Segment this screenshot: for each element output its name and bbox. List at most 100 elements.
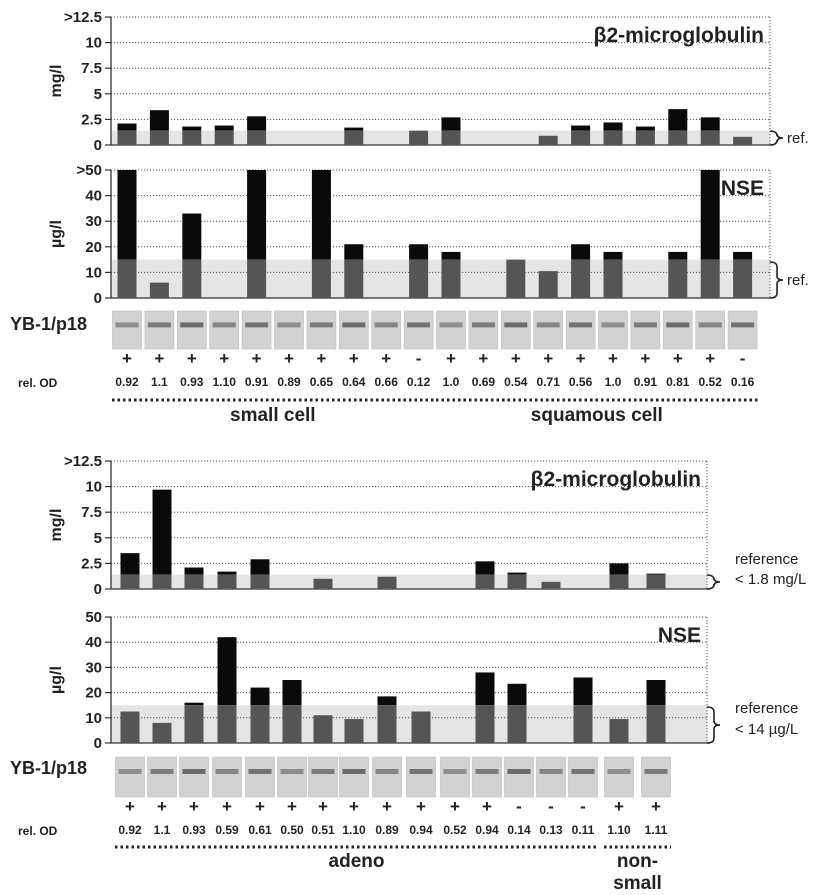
top-rel-od-value: 0.69 [472, 375, 496, 389]
top-b2m-bar [149, 130, 169, 145]
bottom-nse-bar-above-ref [250, 687, 270, 706]
top-blot-lane-bg [274, 310, 304, 350]
top-yb1-sign: + [543, 349, 553, 368]
top-blot-lane-bg [533, 310, 564, 350]
bottom-b2m-title: β2-microglobulin [531, 468, 701, 491]
top-blot-lane-bg [436, 310, 466, 350]
bottom-yb1-sign: + [482, 797, 492, 816]
bottom-blot-band [280, 769, 304, 774]
bottom-nse-bar-above-ref [377, 696, 397, 706]
bottom-nse-reference-band [111, 705, 707, 743]
bottom-group-label: non- [617, 851, 658, 872]
top-yb1-label: YB-1/p18 [10, 314, 87, 334]
top-blot-lane [338, 310, 369, 350]
top-b2m-bar-above-ref [668, 109, 688, 131]
top-rel-od-value: 0.81 [666, 375, 690, 389]
top-b2m-bar-above-ref [603, 122, 623, 131]
bottom-rel-od-value: 0.94 [409, 823, 433, 837]
top-blot-lane-bg [144, 310, 175, 350]
bottom-b2m-bar-above-ref [475, 561, 495, 575]
bottom-group-label: adeno [329, 851, 385, 872]
bottom-nse-tick-label: 20 [85, 685, 102, 702]
top-b2m-bar [214, 130, 234, 145]
bottom-b2m-bar-above-ref [609, 563, 629, 575]
top-b2m-bar [538, 135, 558, 145]
bottom-blot-lane [372, 756, 402, 798]
top-yb1-sign: + [576, 349, 586, 368]
bottom-blot-lane [641, 756, 671, 798]
top-nse-bar [571, 259, 591, 298]
top-rel-od-value: 1.0 [605, 375, 622, 389]
top-b2m-bar [700, 130, 720, 145]
bottom-blot-band [539, 769, 563, 774]
top-blot-band [180, 322, 204, 328]
bottom-nse-bar [475, 705, 495, 743]
top-rel-od-value: 0.65 [310, 375, 334, 389]
bottom-b2m-bar [609, 574, 629, 589]
bottom-yb1-sign: + [416, 797, 426, 816]
top-b2m-bar [635, 130, 655, 145]
top-rel-od-value: 1.0 [443, 375, 460, 389]
bottom-blot-lane-bg [568, 756, 598, 798]
top-b2m-bar [344, 130, 364, 145]
top-blot-lane [241, 310, 272, 350]
bottom-rel-od-value: 0.92 [118, 823, 142, 837]
bottom-nse-tick-label: 50 [85, 609, 102, 626]
top-nse-bar [506, 259, 526, 298]
top-blot-lane [306, 310, 337, 350]
bottom-nse-bar-above-ref [282, 680, 302, 706]
bottom-blot-band [475, 769, 499, 774]
top-blot-lane-bg [371, 310, 402, 350]
top-nse-bar-above-ref [344, 244, 364, 260]
top-blot-lane-bg [727, 310, 758, 350]
top-b2m-bar [409, 130, 429, 145]
bottom-blot-lane-bg [147, 756, 177, 798]
top-blot-band [731, 322, 755, 328]
top-yb1-sign: - [416, 349, 422, 368]
top-nse-bar [344, 259, 364, 298]
bottom-b2m-bar-above-ref [646, 573, 666, 575]
bottom-blot-lane [406, 756, 436, 798]
top-nse-bar-above-ref [668, 251, 688, 260]
top-nse-bar-above-ref [409, 244, 429, 260]
top-blot-lane-bg [565, 310, 596, 350]
top-nse-reference-label: ref. [787, 272, 809, 289]
top-nse-tick-label: 20 [85, 239, 102, 256]
bottom-rel-od-value: 0.51 [311, 823, 335, 837]
top-b2m-bar [441, 130, 461, 145]
bottom-blot-lane [339, 756, 369, 798]
bottom-yb1-sign: - [548, 797, 554, 816]
top-nse-bar [538, 271, 558, 298]
bottom-yb1-sign: + [255, 797, 265, 816]
top-nse-bar-above-ref [733, 251, 753, 260]
bottom-blot-lane-bg [641, 756, 671, 798]
bottom-blot-lane [536, 756, 566, 798]
bottom-blot-band [409, 769, 433, 774]
bottom-nse-bar-above-ref [507, 683, 527, 706]
bottom-rel-od-value: 0.94 [475, 823, 499, 837]
top-b2m-bar-above-ref [247, 116, 267, 131]
bottom-yb1-sign: + [157, 797, 167, 816]
top-b2m-bar-above-ref [635, 126, 655, 131]
top-b2m-bar [571, 130, 591, 145]
top-blot-lane [371, 310, 402, 350]
bottom-b2m-bar [507, 574, 527, 589]
bottom-b2m-reference-label: < 1.8 mg/L [735, 571, 806, 588]
bottom-blot-lane [277, 756, 307, 798]
top-nse-bar-above-ref [441, 251, 461, 260]
top-blot-band [245, 322, 269, 328]
top-rel-od-value: 0.64 [342, 375, 366, 389]
top-nse-bar [311, 259, 331, 298]
bottom-nse-bar-above-ref [184, 702, 204, 706]
bottom-nse-reference-label: < 14 µg/L [735, 721, 798, 738]
bottom-yb1-sign: + [125, 797, 135, 816]
bottom-blot-lane-bg [604, 756, 634, 798]
bottom-nse-bar [573, 705, 593, 743]
top-blot-lane [727, 310, 758, 350]
top-yb1-sign: + [446, 349, 456, 368]
bottom-blot-band [571, 769, 595, 774]
top-b2m-bar [247, 130, 267, 145]
bottom-yb1-sign: + [318, 797, 328, 816]
top-blot-band [471, 322, 495, 328]
